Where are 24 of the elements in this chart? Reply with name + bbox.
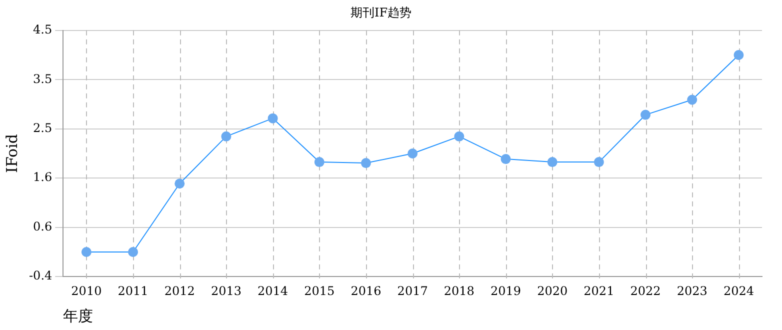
- x-tick-label: 2014: [258, 284, 288, 298]
- y-tick-label: 4.5: [33, 22, 52, 37]
- x-tick-label: 2024: [723, 284, 754, 298]
- x-tick-label: 2023: [676, 284, 708, 298]
- x-tick-label: 2017: [397, 284, 428, 298]
- y-tick-label: 0.6: [33, 219, 52, 234]
- x-tick-label: 2019: [490, 284, 522, 298]
- x-tick-label: 2021: [584, 284, 614, 298]
- x-tick-label: 2012: [164, 284, 195, 298]
- x-tick-label: 2022: [630, 284, 661, 298]
- x-tick-label: 2016: [350, 284, 382, 298]
- x-tick-label: 2013: [210, 284, 242, 298]
- x-tick-label: 2010: [71, 284, 102, 298]
- x-axis-title: 年度: [63, 306, 94, 325]
- x-tick-label: 2011: [118, 284, 148, 298]
- x-tick-label: 2018: [444, 284, 474, 298]
- chart-title: 期刊IF趋势: [350, 5, 412, 20]
- y-tick-label: -0.4: [29, 268, 52, 283]
- y-tick-label: 2.5: [33, 121, 52, 136]
- y-axis-title: IFoid: [2, 134, 21, 173]
- x-tick-label: 2020: [537, 284, 568, 298]
- y-tick-label: 3.5: [33, 72, 52, 86]
- x-tick-label: 2015: [304, 284, 335, 298]
- y-tick-label: 1.6: [33, 170, 52, 184]
